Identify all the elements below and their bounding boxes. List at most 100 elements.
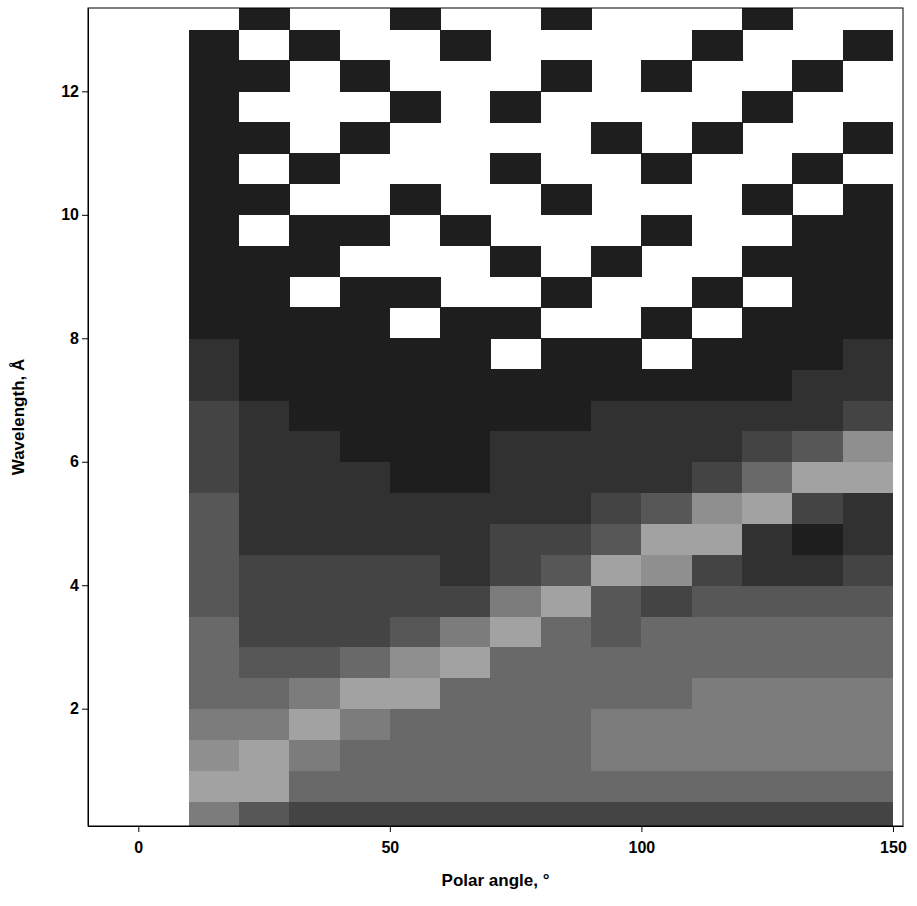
cell [340, 307, 391, 338]
cell [189, 184, 240, 215]
cell [641, 431, 692, 462]
cell [289, 246, 340, 277]
tick: 4 [70, 577, 88, 594]
cell [390, 647, 441, 678]
cell [189, 30, 240, 61]
cell [289, 554, 340, 585]
cell [189, 91, 240, 122]
cell [792, 246, 843, 277]
cell [390, 431, 441, 462]
cell [289, 30, 340, 61]
cell [591, 400, 642, 431]
axis-line [89, 826, 904, 827]
cell [189, 215, 240, 246]
cell [189, 709, 240, 740]
cell [189, 307, 240, 338]
cell [289, 153, 340, 184]
cell [289, 523, 340, 554]
cell [490, 616, 541, 647]
tick: 10 [61, 206, 88, 223]
cell [641, 647, 692, 678]
cell [440, 678, 491, 709]
cell [641, 307, 692, 338]
cell [440, 493, 491, 524]
cell [340, 523, 391, 554]
cell [189, 277, 240, 308]
cell [490, 493, 541, 524]
cell [239, 801, 290, 826]
cell [591, 585, 642, 616]
cell [490, 678, 541, 709]
cell [843, 400, 894, 431]
cell [792, 740, 843, 771]
cell [591, 740, 642, 771]
cell [390, 493, 441, 524]
cell [692, 554, 743, 585]
cell [641, 616, 692, 647]
cell [390, 770, 441, 801]
cell [189, 400, 240, 431]
cell [340, 740, 391, 771]
cell [843, 740, 894, 771]
cell [340, 709, 391, 740]
cell [189, 801, 240, 826]
cell [239, 585, 290, 616]
plot: 05010015024681012 [61, 0, 907, 856]
cell [692, 740, 743, 771]
cell [541, 740, 592, 771]
cell [390, 740, 441, 771]
cell [189, 740, 240, 771]
tick-label: 10 [61, 206, 79, 223]
cell [641, 493, 692, 524]
cell [390, 678, 441, 709]
cell [591, 801, 642, 826]
cell [289, 462, 340, 493]
cell [742, 678, 793, 709]
cell [289, 585, 340, 616]
cell [189, 647, 240, 678]
cell [742, 8, 793, 30]
cell [591, 369, 642, 400]
cell [390, 523, 441, 554]
cell [591, 462, 642, 493]
cell [490, 740, 541, 771]
cell [289, 493, 340, 524]
cell [541, 8, 592, 30]
tick-mark [82, 462, 88, 463]
cell [440, 338, 491, 369]
cell [541, 709, 592, 740]
cell [340, 400, 391, 431]
cell [289, 215, 340, 246]
tick-label: 0 [134, 839, 143, 856]
cells [189, 8, 894, 826]
cell [189, 678, 240, 709]
cell [792, 678, 843, 709]
cell [390, 462, 441, 493]
cell [692, 678, 743, 709]
cell [541, 523, 592, 554]
cell [340, 338, 391, 369]
tick-mark [893, 826, 894, 832]
tick-mark [82, 709, 88, 710]
cell [742, 400, 793, 431]
cell [692, 277, 743, 308]
cell [340, 554, 391, 585]
tick-label: 50 [381, 839, 399, 856]
cell [239, 246, 290, 277]
cell [792, 338, 843, 369]
tick-mark [641, 826, 642, 832]
cell [692, 338, 743, 369]
cell [591, 523, 642, 554]
cell [390, 709, 441, 740]
tick-mark [82, 91, 88, 92]
cell [239, 770, 290, 801]
cell [591, 647, 642, 678]
cell [340, 369, 391, 400]
cell [792, 277, 843, 308]
cell [591, 770, 642, 801]
cell [289, 647, 340, 678]
cell [541, 554, 592, 585]
cell [742, 770, 793, 801]
cell [792, 770, 843, 801]
cell [189, 770, 240, 801]
